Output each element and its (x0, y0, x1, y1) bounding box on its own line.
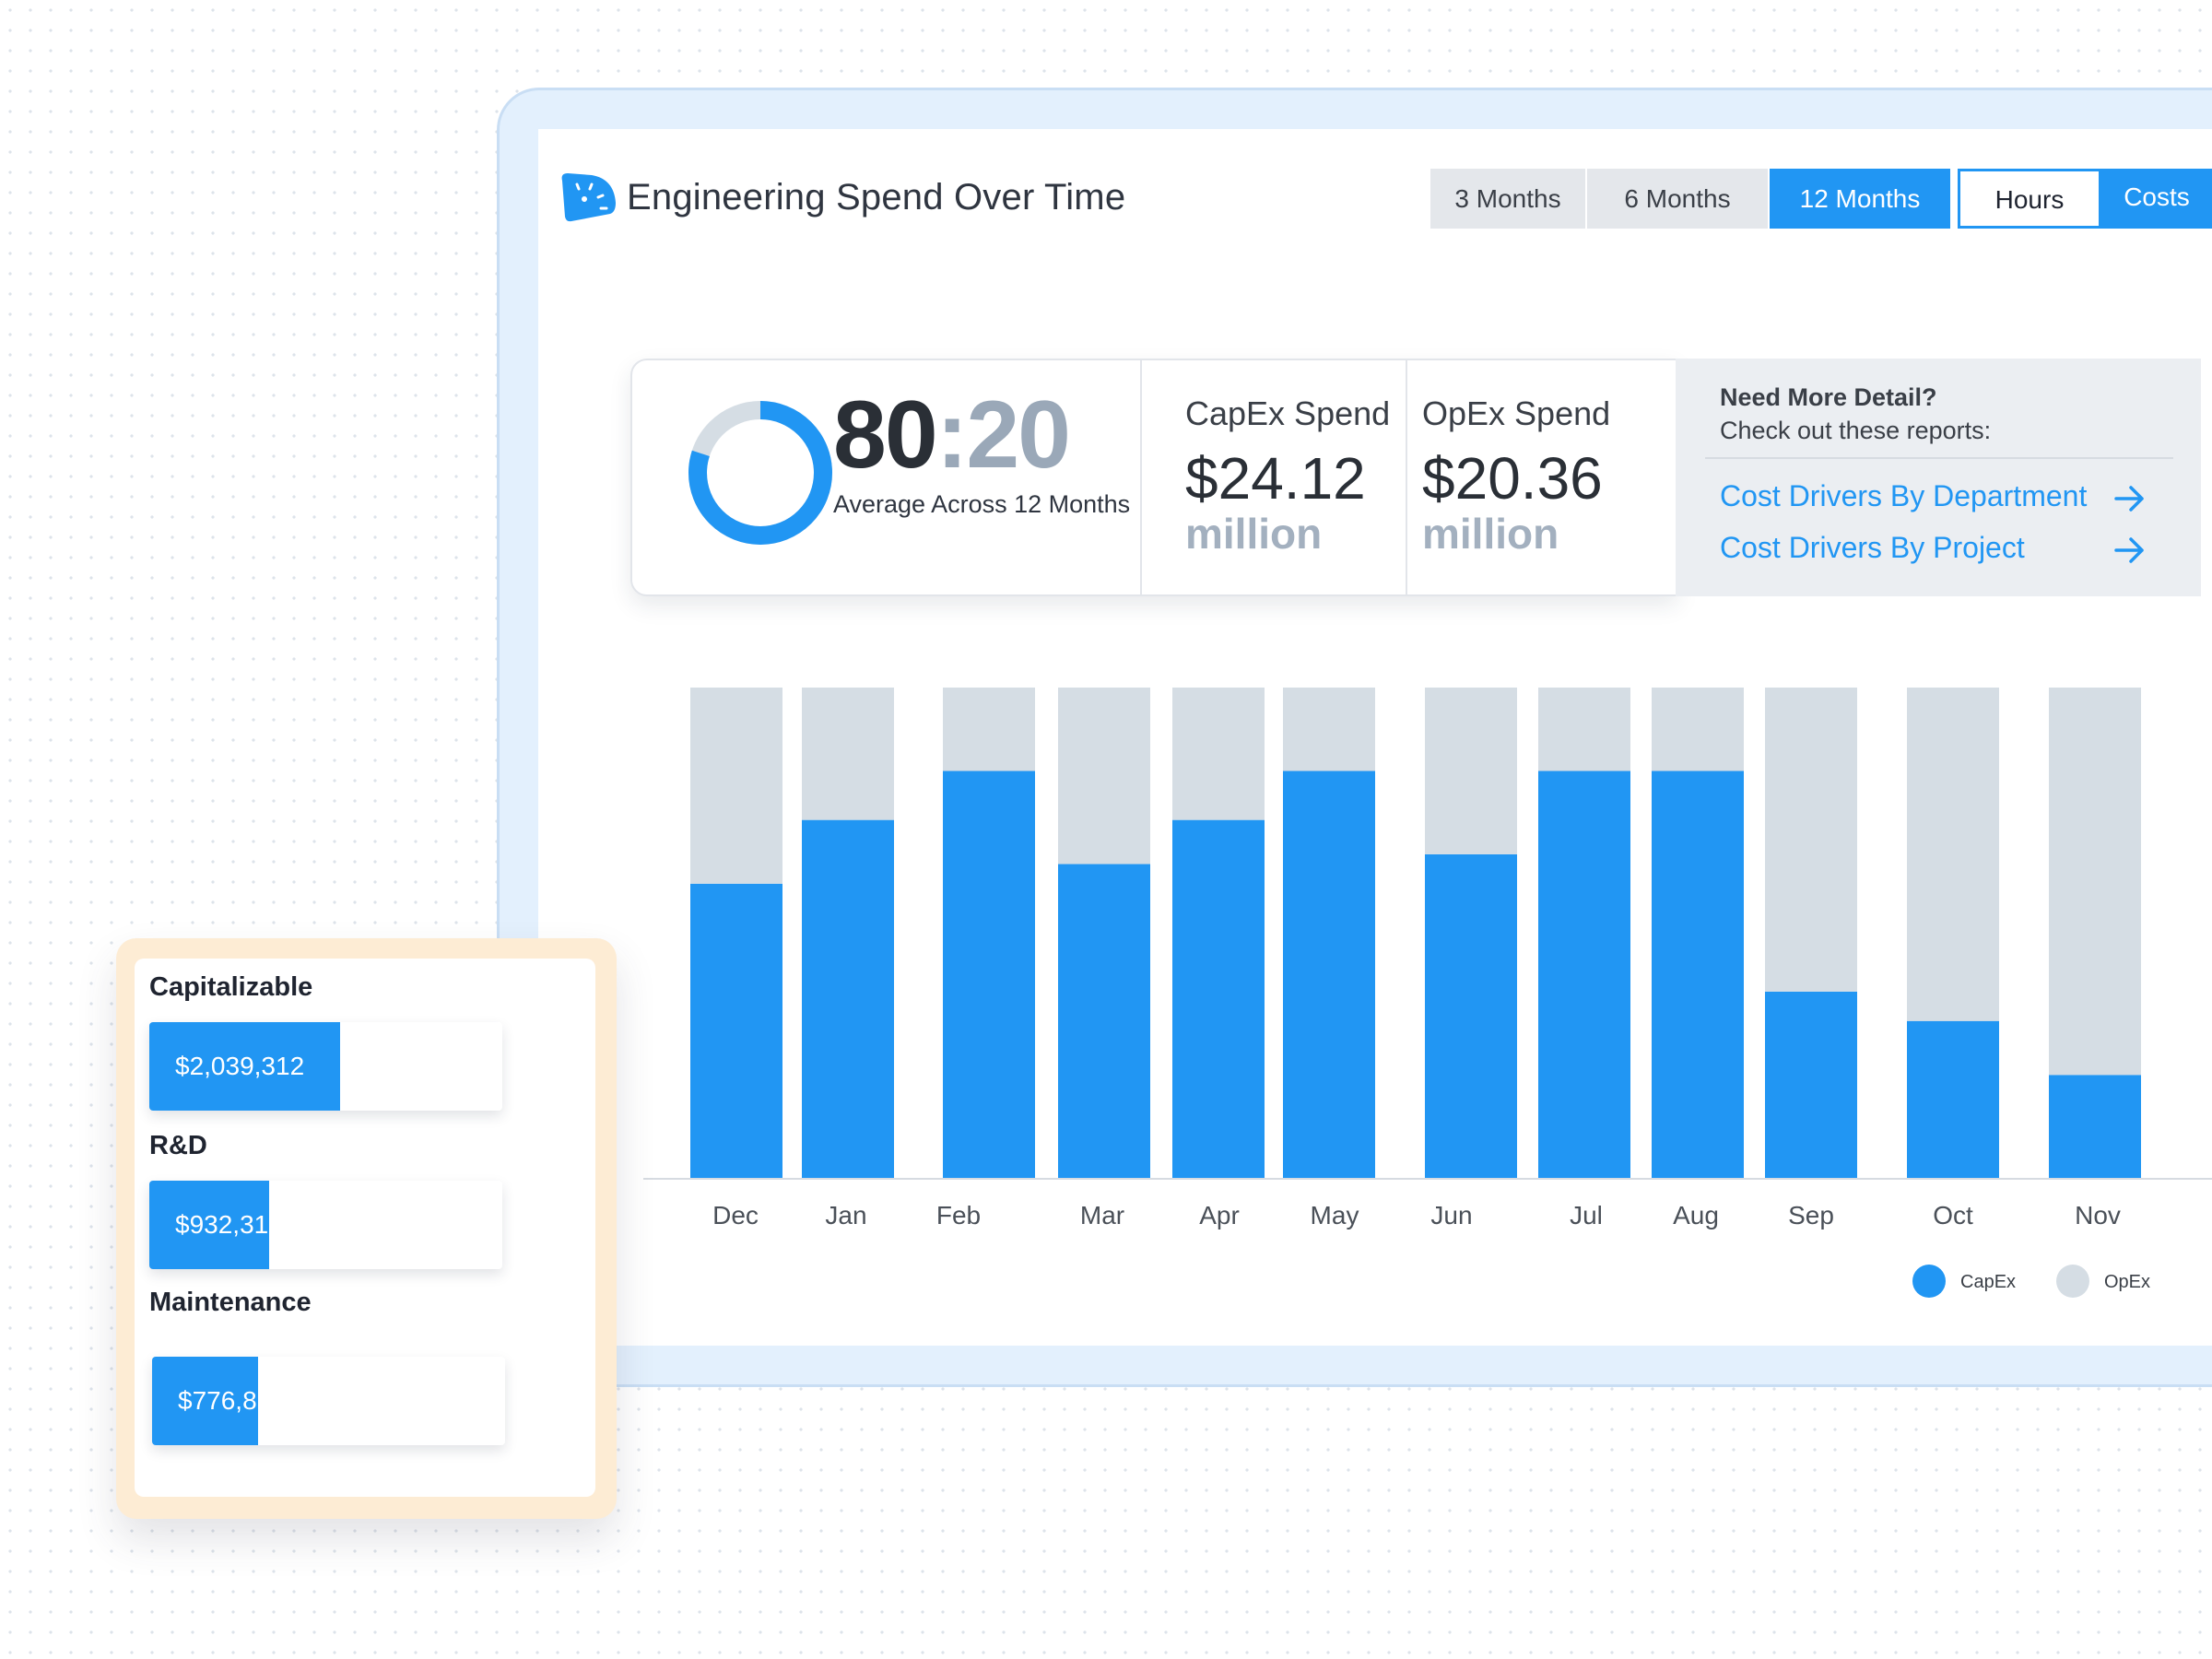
bar-opex-nov (2049, 688, 2141, 1076)
bar-capex-feb (943, 771, 1035, 1178)
ratio-caption: Average Across 12 Months (833, 490, 1131, 518)
ratio-opex-value: 20 (966, 382, 1071, 488)
x-tick-label: Apr (1199, 1201, 1240, 1230)
bar-opex-sep (1765, 688, 1857, 992)
detail-divider (1705, 457, 2173, 459)
bar-capex-oct (1907, 1020, 1999, 1178)
bar-capex-jan (802, 819, 894, 1178)
bar-opex-feb (943, 688, 1035, 771)
gauge-icon (561, 173, 616, 222)
divider (1406, 360, 1407, 594)
detail-subtitle: Check out these reports: (1720, 417, 1992, 444)
legend-swatch-opex (2056, 1265, 2089, 1298)
link-cost-drivers-project[interactable]: Cost Drivers By Project (1720, 531, 2025, 564)
legend-swatch-capex (1912, 1265, 1946, 1298)
bar-opex-may (1283, 688, 1375, 771)
ratio-capex-value: 80 (833, 382, 938, 488)
x-tick-label: Mar (1080, 1201, 1124, 1230)
breakdown-label-capitalizable: Capitalizable (149, 972, 313, 1002)
bar-opex-oct (1907, 688, 1999, 1021)
detail-panel (1676, 359, 2201, 596)
bar-capex-apr (1172, 819, 1265, 1178)
bar-capex-nov (2049, 1075, 2141, 1178)
arrow-right-icon[interactable] (2114, 536, 2146, 564)
legend-label-capex: CapEx (1960, 1272, 2016, 1292)
bar-capex-jul (1538, 771, 1630, 1178)
summary-card (630, 359, 1677, 596)
bar-opex-jul (1538, 688, 1630, 771)
page-title: Engineering Spend Over Time (627, 177, 1126, 218)
x-tick-label: Jul (1570, 1201, 1603, 1230)
ratio-separator: : (935, 382, 969, 488)
bar-opex-jun (1425, 688, 1517, 854)
bar-capex-mar (1058, 864, 1150, 1178)
breakdown-label-maintenance: Maintenance (149, 1288, 312, 1317)
tab-12-months[interactable]: 12 Months (1770, 169, 1950, 229)
x-tick-label: Feb (936, 1201, 981, 1230)
breakdown-bar-capitalizable: $2,039,312 (149, 1022, 502, 1111)
breakdown-bar-maintenance: $776,875 (152, 1357, 505, 1445)
bar-capex-sep (1765, 991, 1857, 1178)
x-tick-label: Jan (825, 1201, 866, 1230)
bar-capex-may (1283, 771, 1375, 1178)
breakdown-fill-capitalizable: $2,039,312 (149, 1022, 340, 1111)
capex-opex-ratio: 80:20 (833, 387, 1071, 483)
bar-opex-aug (1652, 688, 1744, 771)
bar-opex-jan (802, 688, 894, 820)
tab-3-months[interactable]: 3 Months (1430, 169, 1587, 229)
ratio-donut-chart (688, 401, 832, 545)
arrow-right-icon[interactable] (2114, 485, 2146, 512)
tab-6-months[interactable]: 6 Months (1587, 169, 1770, 229)
bar-capex-dec (690, 883, 782, 1178)
x-tick-label: Aug (1673, 1201, 1719, 1230)
opex-spend-value: $20.36 (1422, 445, 1603, 512)
x-tick-label: Nov (2075, 1201, 2121, 1230)
capex-spend-label: CapEx Spend (1185, 394, 1391, 432)
bar-opex-apr (1172, 688, 1265, 820)
tab-costs[interactable]: Costs (2101, 169, 2212, 229)
bar-opex-mar (1058, 688, 1150, 865)
capex-spend-unit: million (1185, 510, 1323, 558)
opex-spend-unit: million (1422, 510, 1559, 558)
legend-label-opex: OpEx (2104, 1272, 2150, 1292)
donut-capex-arc (688, 401, 832, 545)
tab-hours[interactable]: Hours (1958, 169, 2101, 229)
breakdown-bar-rnd: $932,312 (149, 1181, 502, 1269)
x-tick-label: Oct (1933, 1201, 1973, 1230)
breakdown-fill-rnd: $932,312 (149, 1181, 283, 1269)
opex-spend-label: OpEx Spend (1422, 394, 1611, 432)
time-range-tabs: 3 Months 6 Months 12 Months (1430, 169, 1950, 229)
x-tick-label: Jun (1430, 1201, 1472, 1230)
bar-capex-aug (1652, 771, 1744, 1178)
x-tick-label: Dec (712, 1201, 759, 1230)
x-tick-label: Sep (1788, 1201, 1834, 1230)
unit-toggle: Hours Costs (1958, 169, 2212, 229)
bar-capex-jun (1425, 853, 1517, 1178)
capex-spend-value: $24.12 (1185, 445, 1366, 512)
detail-title: Need More Detail? (1720, 383, 1937, 411)
bar-opex-dec (690, 688, 782, 884)
breakdown-label-rnd: R&D (149, 1131, 207, 1160)
divider (1140, 360, 1142, 594)
x-tick-label: May (1311, 1201, 1359, 1230)
breakdown-fill-maintenance: $776,875 (152, 1357, 286, 1445)
link-cost-drivers-department[interactable]: Cost Drivers By Department (1720, 479, 2088, 512)
